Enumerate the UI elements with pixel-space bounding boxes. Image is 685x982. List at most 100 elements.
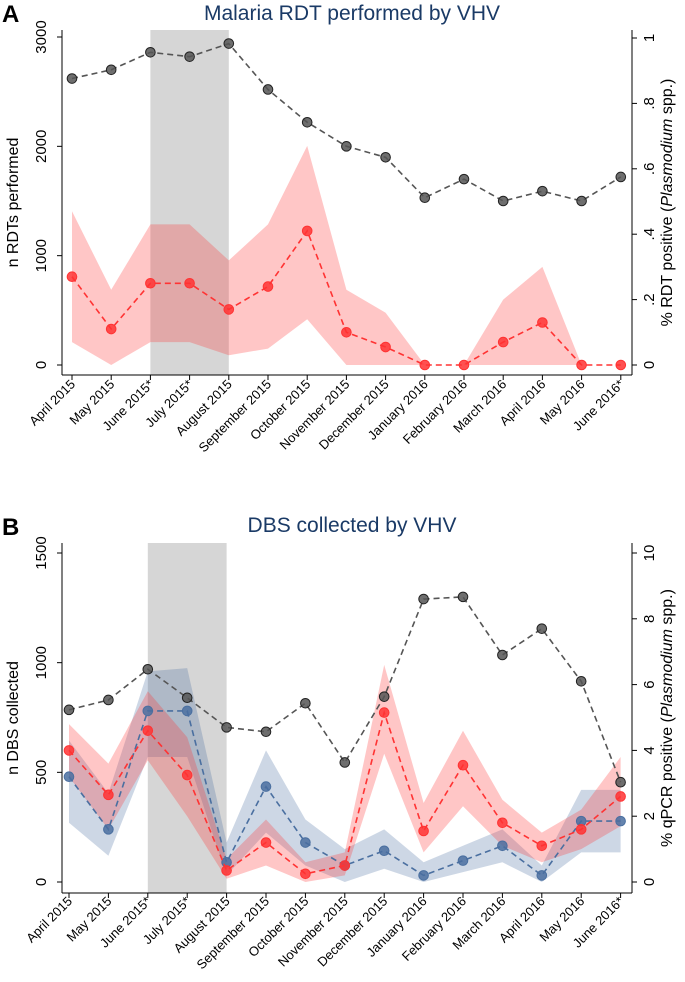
data-point (497, 817, 508, 829)
panel-b: B DBS collected by VHV 0 500 1000 1500 0 2 4 6 8 10… (2, 514, 676, 972)
y2-tick-label: 2 (641, 812, 658, 820)
y-tick-label: 0 (33, 878, 50, 886)
data-point (105, 64, 117, 76)
y2-tick-label: 6 (641, 680, 658, 688)
data-point (418, 593, 429, 605)
data-point (341, 141, 352, 152)
data-point (457, 591, 469, 603)
x-tick-label: December 2015 (316, 377, 392, 453)
y2-tick-label: .2 (641, 293, 658, 306)
y2-tick-label: 4 (641, 746, 658, 754)
y2-axis-title: % qPCR positive (Plasmodium spp.) (659, 589, 676, 847)
x-tick-label: November 2015 (275, 894, 351, 970)
y2-tick-label: .4 (641, 228, 658, 241)
data-point (537, 317, 548, 328)
y2-tick-label: 10 (641, 545, 658, 562)
data-point (262, 281, 274, 292)
panel-letter: A (2, 1, 19, 28)
ci-band-series-1 (69, 668, 621, 882)
y2-axis-title-part: Plasmodium (659, 119, 676, 207)
y-tick-label: 500 (33, 760, 50, 785)
data-point (575, 824, 587, 835)
data-point (458, 359, 470, 371)
data-point (300, 697, 311, 709)
data-point (184, 277, 195, 289)
ci-band-series-2 (69, 664, 621, 882)
data-point (615, 359, 627, 371)
data-point (300, 837, 311, 848)
data-point (221, 722, 232, 733)
data-point (66, 271, 78, 283)
x-tick-label: November 2015 (277, 377, 353, 453)
data-point (458, 173, 470, 185)
series-line-2 (68, 709, 622, 875)
data-point (301, 116, 313, 128)
data-point (63, 771, 75, 783)
data-point (301, 225, 313, 237)
data-point (260, 781, 272, 792)
y-tick-label: 1000 (33, 646, 50, 679)
data-point (181, 692, 193, 704)
data-point (536, 870, 548, 881)
data-point (615, 171, 627, 183)
y-tick-label: 0 (33, 361, 50, 369)
data-point (615, 776, 626, 788)
y-tick-label: 1000 (33, 239, 50, 272)
y2-axis-title-part: Plasmodium (659, 629, 676, 717)
y2-axis-title-part: % RDT positive ( (659, 206, 676, 326)
y2-tick-label: 8 (641, 615, 658, 623)
data-point (419, 359, 431, 371)
data-point (105, 323, 117, 335)
data-point (378, 691, 390, 702)
y2-tick-label: 0 (641, 878, 658, 886)
data-point (497, 336, 509, 348)
data-point (142, 705, 154, 717)
data-point (181, 769, 193, 781)
data-point (66, 73, 78, 84)
data-point (142, 663, 154, 675)
data-point (615, 815, 626, 827)
data-point (260, 837, 272, 848)
data-point (576, 195, 587, 207)
data-point (181, 705, 193, 717)
data-point (103, 694, 114, 706)
y2-tick-label: .6 (641, 163, 658, 176)
chart-title: DBS collected by VHV (248, 514, 457, 537)
y2-axis-title: % RDT positive (Plasmodium spp.) (659, 79, 676, 327)
panel-letter: B (2, 514, 19, 541)
x-tick-label: December 2015 (314, 894, 390, 970)
y-tick-label: 1500 (33, 536, 50, 569)
y2-tick-label: .8 (641, 97, 658, 110)
panel-a: A Malaria RDT performed by VHV 0 1000 2000 30… (2, 1, 676, 455)
data-point (378, 845, 390, 857)
data-point (145, 277, 156, 289)
data-point (457, 759, 469, 771)
data-point (184, 51, 195, 62)
data-point (497, 840, 508, 852)
data-point (537, 185, 548, 197)
data-point (300, 868, 311, 880)
data-point (223, 38, 235, 49)
data-point (576, 359, 587, 371)
y-tick-label: 2000 (33, 130, 50, 163)
data-point (103, 824, 114, 835)
data-point (339, 860, 351, 871)
data-point (142, 725, 154, 736)
data-point (615, 791, 626, 802)
series-line-0 (68, 596, 622, 783)
data-point (418, 825, 429, 837)
data-point (223, 304, 235, 315)
y2-axis-title-part: % qPCR positive ( (659, 716, 676, 846)
data-point (380, 151, 391, 163)
data-point (260, 726, 272, 738)
chart-title: Malaria RDT performed by VHV (204, 2, 500, 25)
data-point (536, 623, 548, 634)
y-axis-title: n RDTs performed (5, 138, 22, 268)
data-point (419, 192, 431, 204)
y2-axis-title-part: spp.) (659, 589, 676, 629)
data-point (378, 707, 390, 718)
data-point (341, 327, 352, 338)
data-point (457, 855, 469, 866)
data-point (63, 704, 75, 716)
y-axis-title: n DBS collected (5, 661, 22, 775)
